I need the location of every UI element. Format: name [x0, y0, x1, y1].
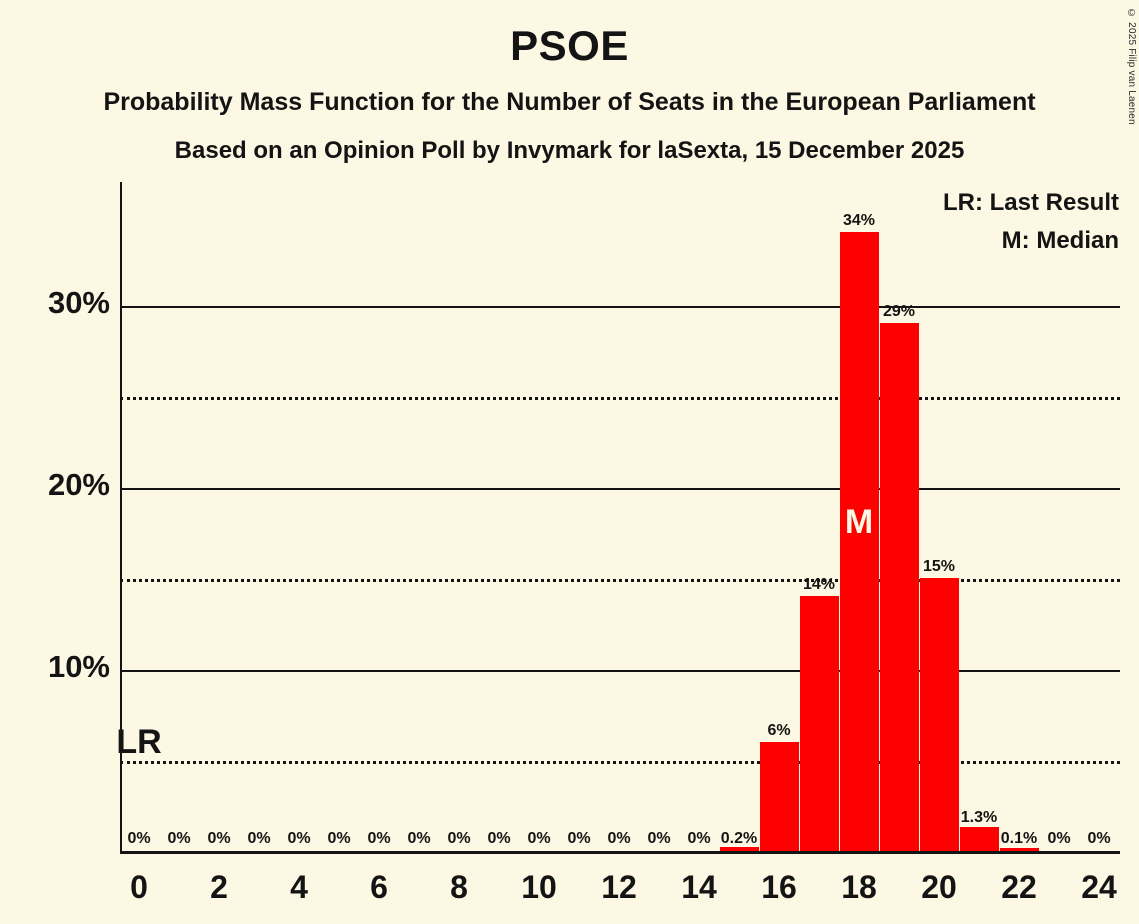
y-axis-line	[120, 182, 122, 853]
bar-value-label-seat-17: 14%	[802, 576, 836, 594]
bar-value-label-seat-4: 0%	[287, 830, 311, 847]
bar-value-label-seat-19: 29%	[882, 303, 916, 321]
gridline-20pct	[120, 488, 1120, 490]
bar-value-label-seat-0: 0%	[127, 830, 151, 847]
x-tick-label-12: 12	[601, 869, 637, 905]
y-tick-label-20: 20%	[47, 467, 110, 502]
x-tick-label-6: 6	[370, 869, 388, 905]
page-title: PSOE	[510, 22, 629, 69]
bar-value-label-seat-9: 0%	[487, 830, 511, 847]
chart-legend: LR: Last Result M: Median	[943, 184, 1119, 260]
bar-value-label-seat-22: 0.1%	[1000, 830, 1038, 847]
bar-seat-15[interactable]	[719, 847, 759, 851]
bar-value-label-seat-11: 0%	[567, 830, 591, 847]
legend-item-last-result: LR: Last Result	[942, 189, 1119, 216]
gridline-30pct	[120, 306, 1120, 308]
x-tick-label-10: 10	[521, 869, 557, 905]
x-tick-label-20: 20	[921, 869, 957, 905]
median-marker: M	[844, 502, 874, 541]
gridline-25pct	[120, 397, 1120, 400]
bar-value-label-seat-12: 0%	[607, 830, 631, 847]
bar-value-label-seat-13: 0%	[647, 830, 671, 847]
bar-value-label-seat-2: 0%	[207, 830, 231, 847]
bar-value-label-seat-7: 0%	[407, 830, 431, 847]
bar-value-label-seat-10: 0%	[527, 830, 551, 847]
x-axis-line	[120, 851, 1120, 854]
bar-seat-16[interactable]	[759, 741, 799, 851]
bar-seat-21[interactable]	[959, 827, 999, 851]
plot-area: 0% 0% 0% 0% 0% 0% 0% 0% 0% 0% 0% 0% 0% 0% 0% 0.2% 6% 14% 3…	[116, 182, 1120, 854]
x-tick-label-22: 22	[1001, 869, 1037, 905]
chart-subtitle-primary: Probability Mass Function for the Number…	[103, 88, 1036, 116]
bar-seat-22[interactable]	[999, 848, 1039, 851]
bar-seat-17[interactable]	[799, 596, 839, 851]
bar-value-label-seat-3: 0%	[247, 830, 271, 847]
bar-value-label-seat-18: 34%	[842, 212, 876, 230]
y-tick-label-10: 10%	[47, 649, 110, 684]
x-tick-label-4: 4	[290, 869, 308, 905]
gridline-10pct	[120, 670, 1120, 672]
x-tick-label-14: 14	[681, 869, 717, 905]
bar-seat-19[interactable]	[879, 323, 919, 851]
bar-value-label-seat-20: 15%	[922, 558, 956, 575]
x-tick-label-0: 0	[130, 869, 148, 905]
bar-value-label-seat-15: 0.2%	[720, 830, 758, 847]
bar-seat-20[interactable]	[919, 578, 959, 851]
bar-value-label-seat-14: 0%	[687, 830, 711, 847]
y-tick-label-30: 30%	[47, 285, 110, 320]
x-tick-label-18: 18	[841, 869, 877, 905]
bar-value-label-seat-16: 6%	[767, 721, 791, 739]
bar-value-label-seat-6: 0%	[367, 830, 391, 847]
copyright-notice: © 2025 Filip van Laenen	[1126, 8, 1137, 125]
bar-value-label-seat-21: 1.3%	[960, 809, 998, 827]
chart-subtitle-source: Based on an Opinion Poll by Invymark for…	[174, 137, 965, 164]
bar-value-label-seat-1: 0%	[167, 830, 191, 847]
x-tick-label-24: 24	[1081, 869, 1117, 905]
x-tick-label-8: 8	[450, 869, 468, 905]
bar-value-label-seat-24: 0%	[1087, 830, 1111, 847]
last-result-marker: LR	[116, 723, 162, 761]
bar-value-label-seat-8: 0%	[447, 830, 471, 847]
bar-value-label-seat-23: 0%	[1047, 830, 1071, 847]
x-tick-label-2: 2	[210, 869, 228, 905]
legend-item-median: M: Median	[1001, 227, 1119, 254]
x-tick-label-16: 16	[761, 869, 797, 905]
gridline-15pct	[120, 579, 1120, 582]
gridline-5pct	[120, 761, 1120, 764]
bar-value-label-seat-5: 0%	[327, 830, 351, 847]
bar-seat-18[interactable]	[839, 232, 879, 851]
